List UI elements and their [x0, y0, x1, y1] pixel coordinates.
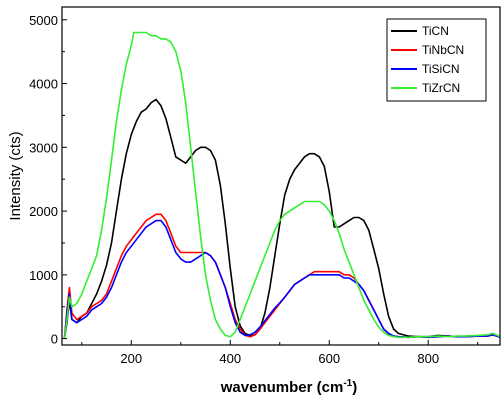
legend-label-ticn: TiCN	[422, 24, 449, 38]
x-axis-label-paren-open: (	[312, 379, 321, 396]
x-tick-label: 600	[318, 351, 340, 366]
x-axis-label-unit: cm	[322, 379, 344, 396]
y-tick-label: 3000	[29, 140, 58, 155]
x-tick-label: 200	[120, 351, 142, 366]
y-tick-label: 4000	[29, 77, 58, 92]
tick-layer: 200 400 600 800 0 1000 2000 3000 4000 5000	[29, 13, 479, 366]
x-tick-label: 400	[219, 351, 241, 366]
x-axis-label: wavenumber (cm-1)	[220, 378, 357, 396]
legend-label-tisicn: TiSiCN	[422, 62, 460, 76]
legend-label-tinbcn: TiNbCN	[422, 43, 464, 57]
y-tick-label: 0	[51, 332, 58, 347]
y-tick-label: 1000	[29, 268, 58, 283]
y-tick-label: 2000	[29, 204, 58, 219]
y-axis-label: Intensity (cts)	[7, 131, 24, 220]
plot-frame	[61, 6, 501, 346]
x-axis-label-paren-close: )	[352, 379, 357, 396]
y-tick-label: 5000	[29, 13, 58, 28]
x-tick-label: 800	[417, 351, 439, 366]
series-line-tisicn	[63, 219, 501, 339]
series-line-tizrcn	[63, 31, 501, 339]
series-layer	[63, 31, 501, 339]
x-axis-label-unit-exponent: -1	[343, 378, 352, 389]
x-axis-label-main: wavenumber	[220, 379, 313, 396]
legend-label-tizrcn: TiZrCN	[422, 81, 460, 95]
legend: TiCN TiNbCN TiSiCN TiZrCN	[386, 18, 487, 102]
